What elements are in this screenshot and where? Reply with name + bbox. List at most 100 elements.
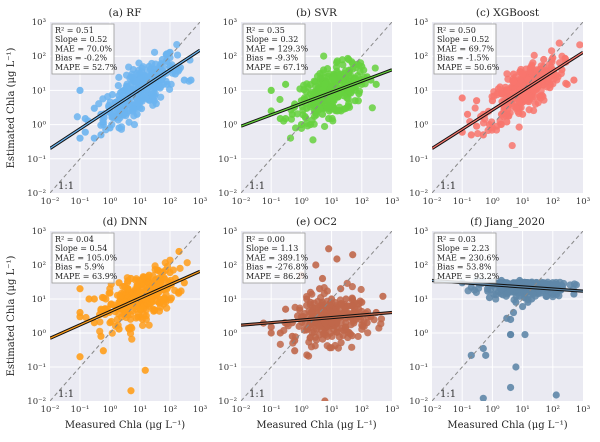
- data-point: [371, 64, 379, 72]
- data-point: [503, 70, 511, 78]
- stat-slope: Slope = 0.32: [246, 35, 298, 44]
- data-point: [515, 97, 523, 105]
- y-axis-label-top-row: Estimated Chla (μg L⁻¹): [6, 47, 17, 168]
- data-point: [127, 80, 135, 88]
- stat-mape: MAPE = 50.6%: [437, 63, 500, 72]
- stat-bias: Bias = -1.5%: [437, 54, 490, 63]
- data-point: [330, 97, 338, 105]
- data-point: [358, 325, 366, 333]
- x-tick-label: 10⁻²: [232, 197, 251, 207]
- stat-bias: Bias = -0.2%: [55, 54, 108, 63]
- data-point: [150, 48, 159, 56]
- data-point: [133, 110, 141, 118]
- data-point: [555, 39, 563, 47]
- y-tick-label: 10¹: [414, 295, 428, 305]
- data-point: [348, 294, 356, 302]
- y-tick-label: 10⁻²: [409, 189, 428, 199]
- data-point: [106, 319, 114, 327]
- data-point: [497, 120, 505, 128]
- x-tick-label: 10⁻²: [423, 405, 442, 415]
- data-point: [325, 245, 333, 253]
- data-point: [368, 104, 376, 112]
- data-point: [120, 86, 128, 94]
- data-point: [496, 83, 504, 91]
- data-point: [377, 320, 385, 328]
- data-point: [503, 314, 511, 322]
- data-point: [128, 335, 136, 343]
- data-point: [519, 70, 527, 78]
- data-point: [540, 55, 548, 64]
- data-point: [358, 298, 366, 306]
- data-point: [531, 86, 539, 94]
- data-point: [525, 106, 533, 114]
- data-point: [150, 97, 158, 105]
- x-tick-label: 10³: [193, 405, 207, 415]
- x-tick-label: 10⁻¹: [453, 405, 472, 415]
- data-point: [528, 62, 536, 71]
- data-point: [508, 141, 516, 150]
- data-point: [349, 60, 357, 68]
- data-point: [136, 305, 144, 313]
- y-tick-label: 10⁻¹: [27, 155, 46, 165]
- data-point: [316, 74, 324, 83]
- data-point: [320, 122, 329, 131]
- data-point: [145, 321, 153, 329]
- scatter-panel: 10⁻²10⁻² 10⁻¹ 10⁻¹ 10⁰ 10⁰ 10¹ 10¹ 10² 10² 10³ 10³…: [218, 7, 399, 207]
- data-point: [512, 298, 520, 306]
- y-tick-label: 10²: [32, 261, 46, 271]
- data-point: [337, 339, 345, 347]
- data-point: [276, 95, 284, 104]
- y-tick-label: 10⁰: [223, 329, 238, 339]
- data-point: [342, 295, 350, 303]
- y-tick-label: 10⁻²: [218, 397, 237, 407]
- data-point: [127, 323, 135, 331]
- y-tick-label: 10⁻¹: [27, 363, 46, 373]
- data-point: [157, 82, 165, 91]
- identity-line: [432, 231, 583, 401]
- x-tick-label: 10⁰: [294, 197, 309, 207]
- data-point: [570, 76, 578, 84]
- x-tick-label: 10⁻¹: [71, 197, 90, 207]
- stats-box: [433, 23, 497, 75]
- data-point: [267, 86, 275, 94]
- data-point: [492, 291, 500, 299]
- data-point: [96, 318, 104, 326]
- data-point: [354, 332, 362, 341]
- one-to-one-label: 1:1: [249, 181, 265, 192]
- data-point: [317, 293, 325, 302]
- data-point: [132, 314, 140, 322]
- data-point: [122, 313, 130, 322]
- data-point: [166, 256, 174, 264]
- data-point: [104, 93, 112, 101]
- y-tick-label: 10²: [414, 52, 428, 62]
- panel-title: (e) OC2: [296, 216, 337, 228]
- data-point: [318, 274, 327, 283]
- x-tick-label: 10²: [355, 197, 369, 207]
- data-point: [304, 83, 312, 91]
- data-point: [173, 40, 181, 49]
- y-tick-label: 10¹: [414, 86, 428, 96]
- data-point: [338, 56, 346, 64]
- y-tick-label: 10³: [223, 18, 237, 28]
- data-point: [136, 70, 144, 78]
- stat-slope: Slope = 0.52: [437, 35, 489, 44]
- data-point: [512, 104, 520, 112]
- data-point: [295, 322, 303, 330]
- panel-title: (c) XGBoost: [476, 7, 540, 19]
- one-to-one-label: 1:1: [58, 181, 74, 192]
- data-point: [343, 279, 351, 287]
- data-point: [463, 110, 472, 118]
- data-point: [340, 92, 348, 100]
- data-point: [519, 110, 527, 118]
- data-point: [276, 114, 284, 123]
- stat-mape: MAPE = 86.2%: [246, 272, 309, 281]
- data-point: [321, 319, 329, 327]
- data-point: [348, 283, 356, 291]
- data-point: [328, 319, 336, 327]
- data-point: [115, 325, 123, 333]
- data-point: [157, 60, 165, 68]
- data-point: [321, 397, 329, 401]
- data-point: [509, 308, 518, 317]
- x-axis-label: Measured Chla (μg L⁻¹): [447, 420, 567, 431]
- data-point: [90, 134, 98, 142]
